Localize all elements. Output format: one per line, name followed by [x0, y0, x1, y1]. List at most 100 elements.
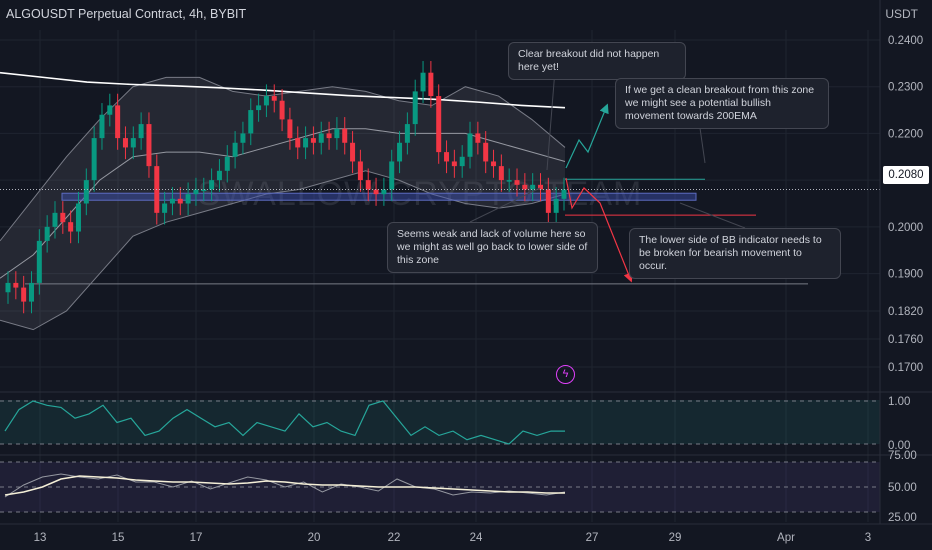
x-tick-label: 13: [34, 532, 47, 544]
support-zone: [61, 192, 697, 201]
y-tick-label: 0.1700: [888, 362, 923, 374]
candle-body: [553, 198, 559, 213]
candle-body: [420, 72, 426, 92]
candle-body: [232, 142, 238, 157]
annotation-bullish-scenario[interactable]: If we get a clean breakout from this zon…: [615, 78, 829, 129]
candle-body: [28, 282, 34, 302]
candle-body: [310, 138, 316, 143]
candle-body: [381, 189, 387, 195]
candle-body: [483, 142, 489, 162]
candle-body: [350, 142, 356, 162]
candle-body: [522, 184, 528, 190]
symbol-title[interactable]: ALGOUSDT Perpetual Contract, 4h, BYBIT: [6, 7, 247, 21]
candle-body: [365, 180, 371, 190]
annotation-bearish-scenario[interactable]: The lower side of BB indicator needs to …: [629, 228, 841, 279]
bollinger-lower-line: [0, 170, 566, 331]
oscillator-2-line-0: [4, 473, 566, 498]
oscillator-1-band: [0, 400, 880, 444]
bullish-projection-arrow: [565, 103, 609, 169]
candle-body: [36, 240, 42, 283]
candle-body: [303, 138, 309, 148]
candle-body: [107, 105, 113, 115]
x-tick-label: 15: [112, 532, 125, 544]
candle-body: [5, 282, 11, 293]
candle-body: [21, 287, 27, 302]
candle-body: [83, 180, 89, 204]
y-tick-label: 0.2300: [888, 82, 923, 94]
candle-body: [451, 161, 457, 167]
candle-body: [326, 133, 332, 139]
candle-body: [373, 189, 379, 195]
oscillator-panel-1: 1.00 0.00: [0, 391, 932, 452]
candle-body: [459, 156, 465, 167]
annotation-weak-volume[interactable]: Seems weak and lack of volume here so we…: [387, 222, 598, 273]
x-tick-label: Apr: [777, 532, 795, 544]
candle-body: [138, 124, 144, 139]
oscillator-1-tick: 0.00: [888, 440, 910, 452]
candle-body: [130, 138, 136, 148]
candle-body: [530, 184, 536, 190]
annotation-no-breakout[interactable]: Clear breakout did not happen here yet!: [508, 42, 686, 80]
candle-body: [428, 72, 434, 97]
candle-body: [357, 161, 363, 181]
price-plot-area: SWALLOW CRYPTO TEAM: [0, 61, 880, 331]
x-tick-label: 3: [865, 532, 871, 544]
candle-body: [467, 133, 473, 157]
y-tick-label: 0.1820: [888, 306, 923, 318]
candle-body: [412, 91, 418, 125]
candle-body: [68, 222, 74, 232]
oscillator-2-line-1: [4, 475, 565, 496]
candle-body: [75, 203, 81, 232]
watermark: SWALLOW CRYPTO TEAM: [198, 175, 643, 213]
oscillator-2-tick: 25.00: [888, 512, 917, 524]
currency-label[interactable]: USDT: [885, 7, 918, 21]
candle-body: [240, 133, 246, 143]
candle-body: [201, 189, 207, 191]
candle-body: [13, 282, 19, 288]
candle-body: [256, 105, 262, 111]
oscillator-1-line: [4, 400, 565, 445]
candle-body: [185, 194, 191, 204]
candle-body: [397, 142, 403, 162]
candle-body: [44, 226, 50, 241]
candle-body: [545, 189, 551, 213]
candle-body: [216, 170, 222, 181]
candle-body: [248, 110, 254, 134]
candle-body: [561, 189, 567, 199]
candle-body: [162, 203, 168, 213]
candle-body: [491, 161, 497, 167]
x-tick-label: 20: [308, 532, 321, 544]
candle-body: [498, 166, 504, 181]
candle-body: [444, 152, 450, 162]
y-tick-label: 0.1760: [888, 334, 923, 346]
candle-body: [475, 133, 481, 143]
annotation-pointer: [699, 127, 706, 164]
oscillator-panel-2: 75.00 50.00 25.00: [0, 450, 932, 524]
lightning-bolt-icon[interactable]: ϟ: [556, 365, 575, 384]
candle-body: [115, 105, 121, 139]
candle-body: [146, 124, 152, 167]
y-tick-label: 0.2400: [888, 35, 923, 47]
candle-body: [52, 212, 58, 227]
candle-body: [436, 96, 442, 153]
candle-body: [287, 119, 293, 139]
candle-body: [295, 138, 301, 148]
candle-body: [506, 180, 512, 182]
candle-body: [60, 212, 66, 223]
x-tick-label: 27: [586, 532, 599, 544]
y-tick-label: 0.2000: [888, 222, 923, 234]
candle-body: [342, 128, 348, 143]
current-price-tag: 0.2080: [883, 166, 929, 184]
candle-body: [279, 100, 285, 120]
candle-body: [209, 180, 215, 190]
candle-body: [177, 198, 183, 204]
candle-body: [263, 96, 269, 106]
candle-body: [224, 156, 230, 171]
annotation-pointer: [679, 202, 746, 229]
y-tick-label: 0.1900: [888, 269, 923, 281]
candle-body: [91, 138, 97, 181]
candle-body: [193, 189, 199, 195]
candle-body: [169, 198, 175, 204]
candle-body: [334, 128, 340, 139]
